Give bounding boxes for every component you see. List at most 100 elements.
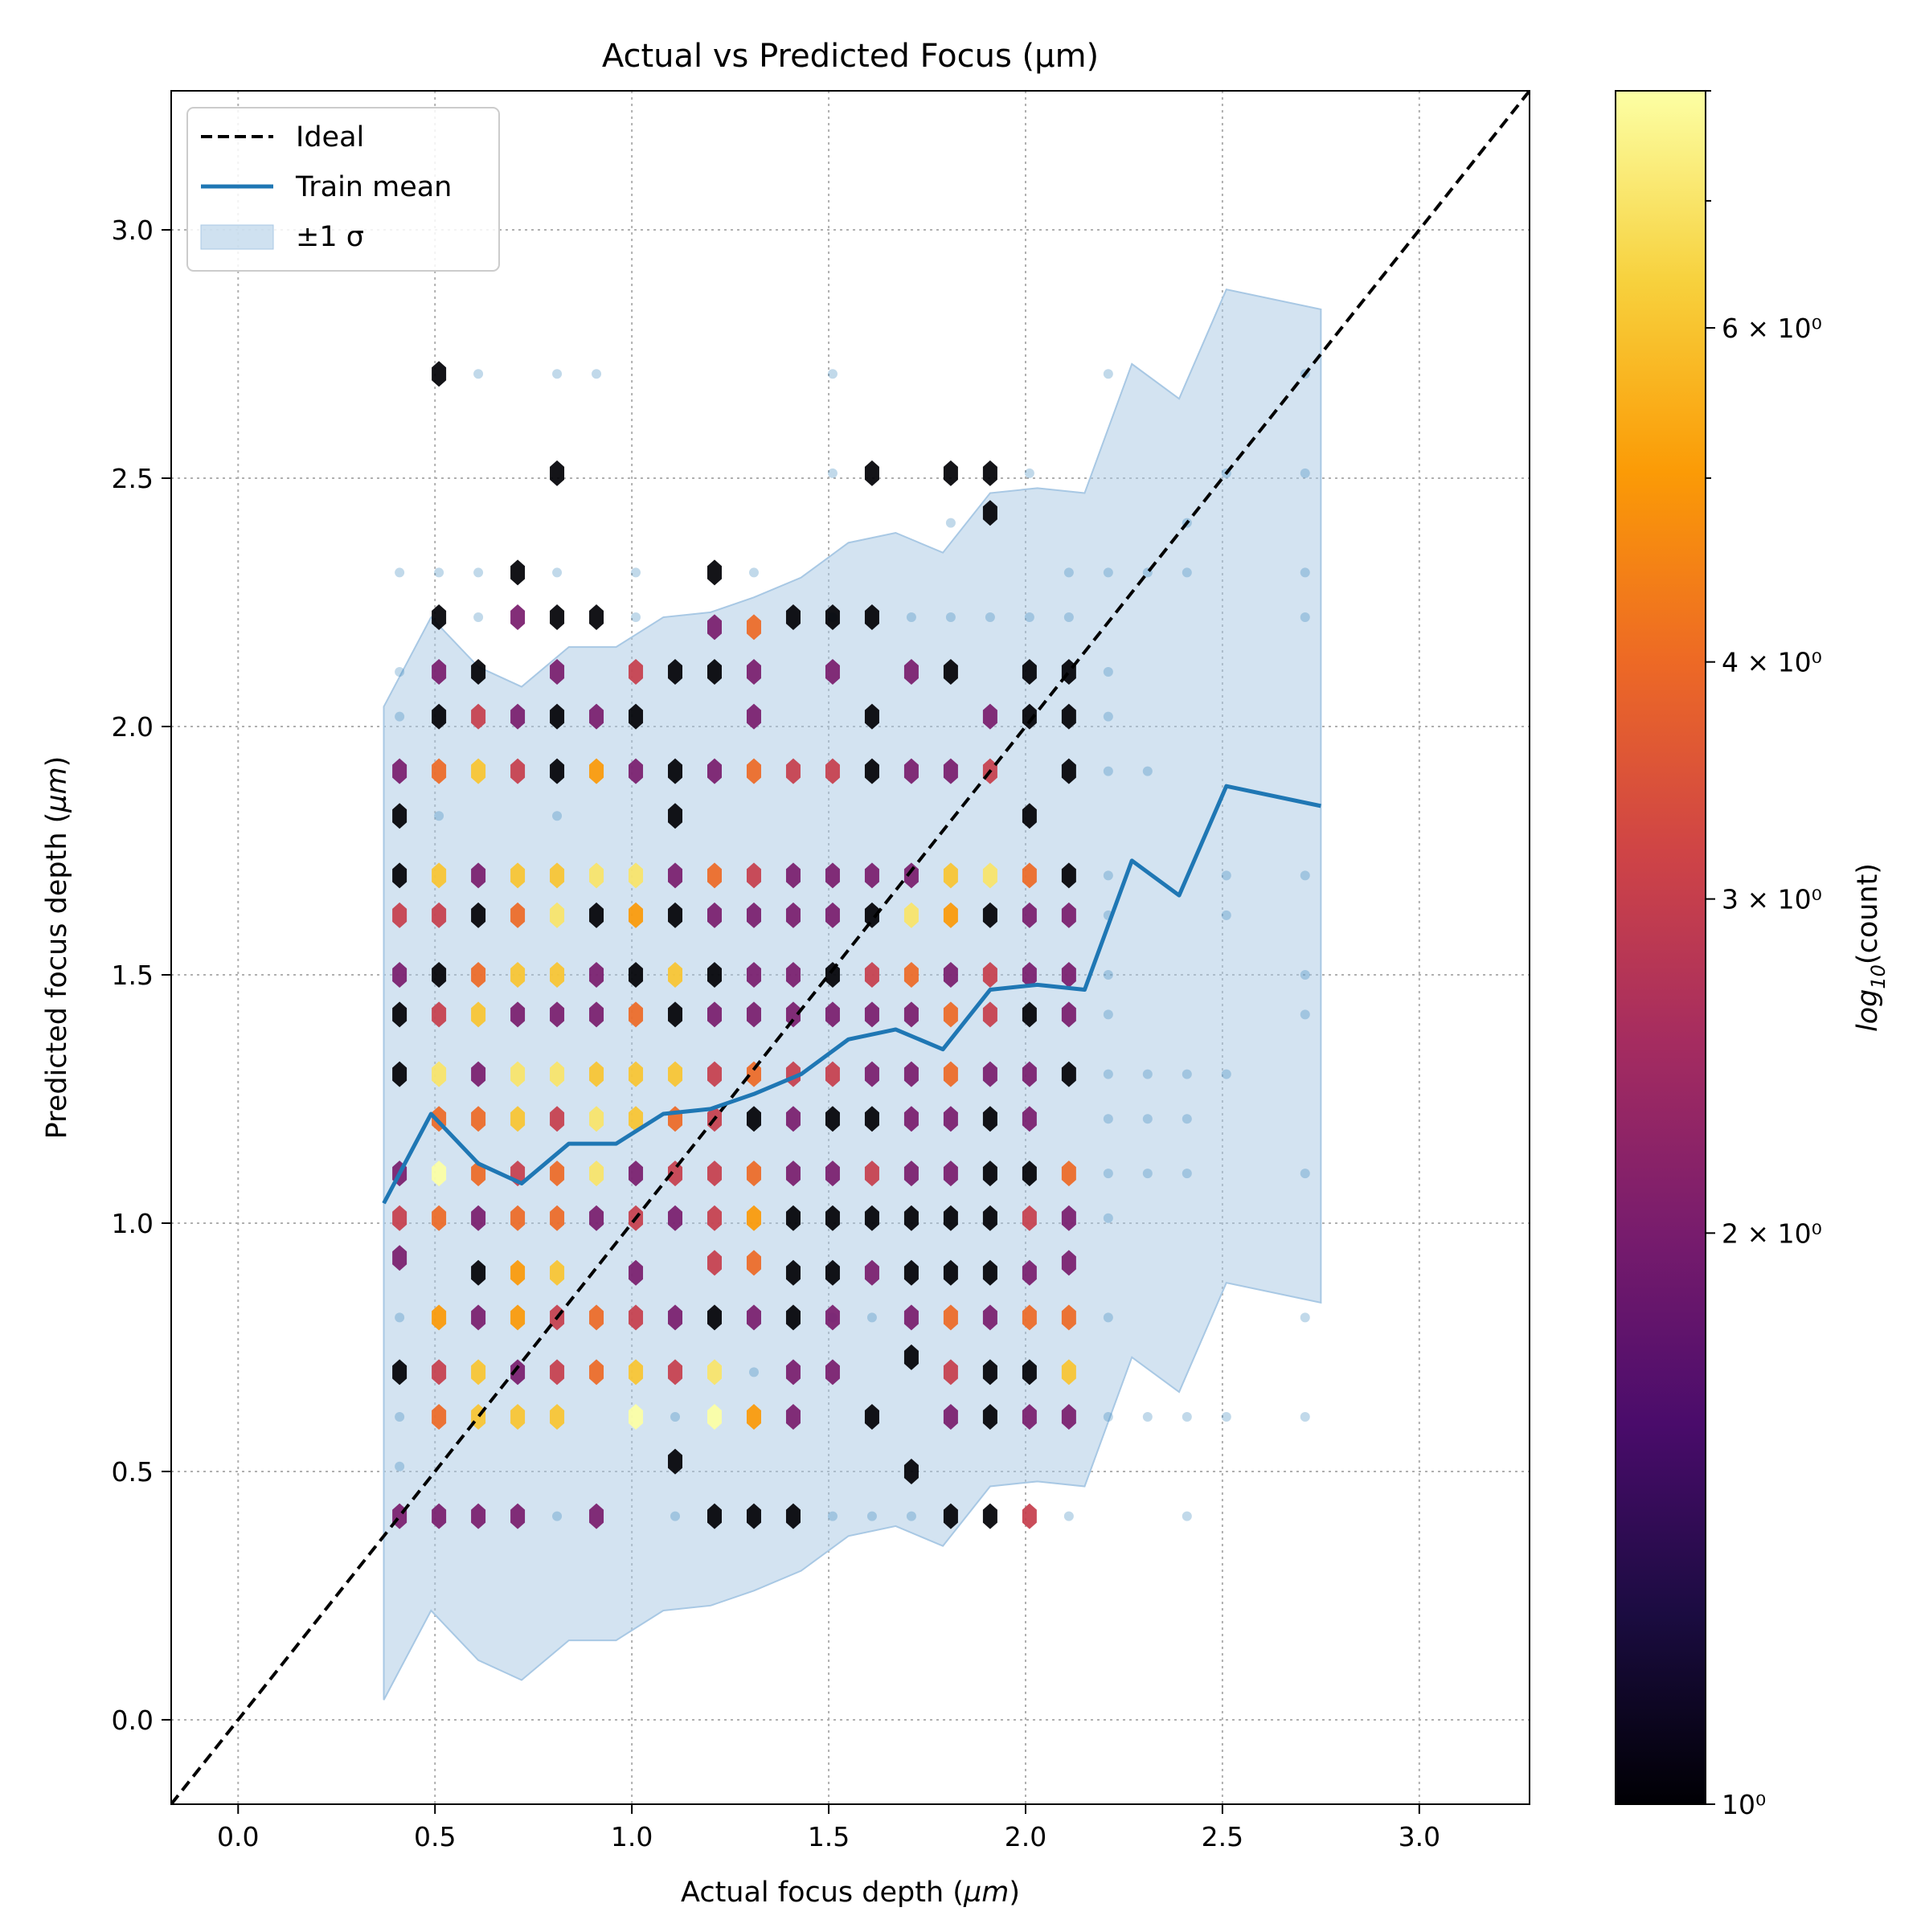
hexbin-cell	[707, 902, 722, 928]
hexbin-cell	[550, 902, 565, 928]
hexbin-cell	[707, 1205, 722, 1231]
hexbin-cell	[1022, 803, 1037, 829]
hexbin-cell	[982, 1403, 997, 1430]
hexbin-cell	[707, 758, 722, 784]
hexbin-cell	[943, 961, 958, 988]
x-tick-label: 3.0	[1399, 1821, 1440, 1852]
hexbin-cell	[392, 961, 408, 988]
hexbin-cell	[785, 1205, 801, 1231]
hexbin-cell	[864, 758, 879, 784]
train-mean-line	[382, 784, 1321, 1205]
faint-point	[552, 811, 563, 821]
hexbin-cell	[785, 1259, 801, 1286]
hexbin-cell	[943, 1259, 958, 1286]
faint-point	[434, 567, 444, 578]
hexbin-cell	[510, 862, 526, 889]
hexbin-cell	[746, 1061, 761, 1087]
hexbin-cell	[746, 1304, 761, 1331]
x-tick-label: 0.0	[217, 1821, 259, 1852]
hexbin-cell	[550, 961, 565, 988]
hexbin-cell	[432, 961, 447, 988]
hexbin-cell	[1061, 1359, 1076, 1386]
colorbar-tick-label: 3 × 10⁰	[1722, 884, 1822, 915]
hexbin-cell	[471, 961, 486, 988]
hexbin-cell	[746, 961, 761, 988]
faint-point	[395, 1411, 405, 1422]
faint-point	[552, 1511, 563, 1521]
colorbar-tick-label: 2 × 10⁰	[1722, 1218, 1822, 1249]
hexbin-cell	[471, 1359, 486, 1386]
hexbin-cell	[903, 1458, 919, 1484]
hexbin-cell	[1022, 1403, 1037, 1430]
hexbin-cell	[668, 1304, 683, 1331]
hexbin-cell	[943, 1503, 958, 1529]
hexbin-cell	[668, 1001, 683, 1028]
hexbin-cell	[982, 500, 997, 526]
hexbin-cell	[864, 961, 879, 988]
hexbin-cell	[1022, 1001, 1037, 1028]
hexbin-cell	[746, 1160, 761, 1187]
hexbin-cell	[1022, 1304, 1037, 1331]
hexbin-cell	[432, 1359, 447, 1386]
hexbin-cell	[746, 758, 761, 784]
faint-point	[1300, 612, 1310, 623]
hexbin-cell	[785, 1503, 801, 1529]
legend-sigma-swatch	[200, 224, 274, 250]
hexbin-cell	[589, 1106, 604, 1132]
hexbin-cell	[589, 1503, 604, 1529]
faint-point	[1103, 369, 1113, 379]
hexbin-cell	[392, 1001, 408, 1028]
hexbin-cell	[392, 1061, 408, 1087]
hexbin-cell	[943, 1359, 958, 1386]
hexbin-cell	[392, 803, 408, 829]
hexbin-cell	[550, 1359, 565, 1386]
hexbin-cell	[1061, 862, 1076, 889]
hexbin-cell	[707, 1359, 722, 1386]
hexbin-cell	[629, 1001, 644, 1028]
sigma-band	[383, 289, 1322, 1701]
hexbin-cell	[510, 1259, 526, 1286]
hexbin-cell	[1061, 1001, 1076, 1028]
hexbin-cell	[550, 659, 565, 686]
hexbin-cell	[707, 659, 722, 686]
hexbin-cell	[510, 1106, 526, 1132]
faint-point	[552, 369, 563, 379]
hexbin-cell	[510, 758, 526, 784]
faint-point	[1300, 1312, 1310, 1323]
x-tick-label: 1.0	[611, 1821, 653, 1852]
hexbin-cell	[629, 1304, 644, 1331]
faint-point	[906, 612, 916, 623]
faint-point	[1182, 567, 1192, 578]
hexbin-cell	[629, 1106, 644, 1132]
hexbin-cell	[982, 1503, 997, 1529]
hexbin-cell	[589, 1160, 604, 1187]
hexbin-cell	[825, 1205, 840, 1231]
faint-point	[1142, 1411, 1153, 1422]
hexbin-cell	[982, 1205, 997, 1231]
hexbin-cell	[629, 902, 644, 928]
hexbin-cell	[825, 604, 840, 631]
faint-point	[827, 369, 838, 379]
faint-point	[1221, 1069, 1231, 1079]
colorbar-tick-label: 10⁰	[1722, 1789, 1766, 1820]
hexbin-cell	[1061, 961, 1076, 988]
hexbin-cell	[471, 1259, 486, 1286]
hexbin-cell	[864, 902, 879, 928]
faint-point	[748, 567, 759, 578]
hexbin-cell	[668, 902, 683, 928]
hexbin-cell	[825, 659, 840, 686]
hexbin-cell	[668, 758, 683, 784]
hexbin-cell	[903, 902, 919, 928]
hexbin-cell	[550, 1160, 565, 1187]
hexbin-cell	[471, 758, 486, 784]
hexbin-cell	[1022, 703, 1037, 730]
hexbin-cell	[432, 1403, 447, 1430]
x-axis-ticks: 0.0 0.5 1.0 1.5 2.0 2.5 3.0	[217, 1804, 1440, 1852]
hexbin-cell	[432, 604, 447, 631]
hexbin-cell	[825, 1304, 840, 1331]
hexbin-cell	[864, 1106, 879, 1132]
faint-point	[434, 811, 444, 821]
colorbar-label: log10(count)	[1852, 863, 1890, 1032]
hexbin-cell	[864, 1205, 879, 1231]
